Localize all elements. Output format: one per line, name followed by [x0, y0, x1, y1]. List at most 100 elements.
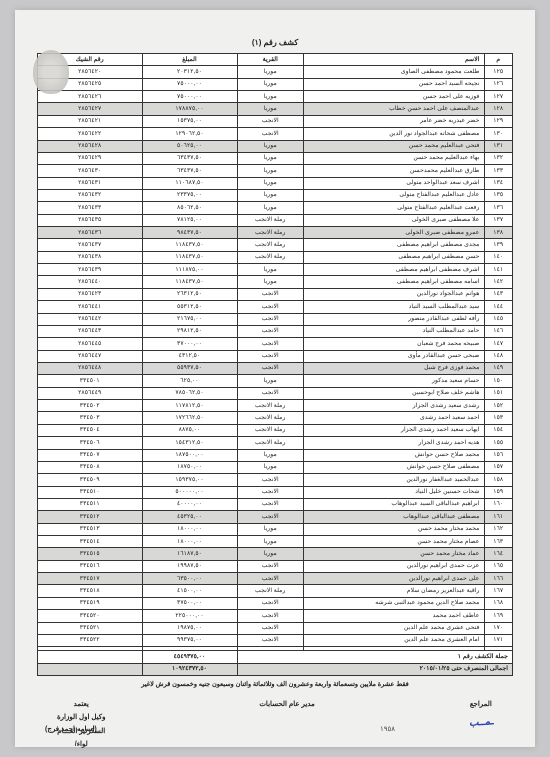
- table-row: ١٤٤سيد عبدالمطلب السيد النيادالانجب٥٥٣١٢…: [38, 301, 513, 313]
- cell-cheque: ٢٨٥٦٤٣٥: [38, 214, 143, 226]
- cell-cheque: ٣٣٤٥٠٨: [38, 461, 143, 473]
- cell-amount: ١٧٢٦٦٢,٥٠: [142, 412, 237, 424]
- cell-amount: ٧٨٥٠٦٢,٥٠: [142, 387, 237, 399]
- cell-name: محمد مختار محمد حسن: [304, 523, 485, 535]
- table-row: ١٢٧فوزيه على احمد حسنموريا٧٥٠٠٠,٠٠٢٨٥٦٤٢…: [38, 91, 513, 103]
- cell-village: الانجب: [237, 610, 304, 622]
- table-row: ١٢٦نجيحه السيد احمد حسنموريا٧٥٠٠٠,٠٠٢٨٥٦…: [38, 78, 513, 90]
- table-row: ١٥٤ايهاب سعيد احمد رشدى الجزاررملة الانج…: [38, 424, 513, 436]
- cell-amount: ٨٥٠٦٢,٥٠: [142, 202, 237, 214]
- cell-cheque: ٣٣٤٥٢٠: [38, 610, 143, 622]
- table-row: ١٦٨محمد صلاح الدين محمود عبدالنبى شرشهال…: [38, 597, 513, 609]
- cell-name: محمد صلاح الدين محمود عبدالنبى شرشه: [304, 597, 485, 609]
- cell-name: هديه احمد رشدى الجزار: [304, 437, 485, 449]
- cell-index: ١٣٤: [484, 177, 513, 189]
- table-row: ١٣٢بهاء عبدالعليم محمد حسنموريا٦٣٤٣٧,٥٠٢…: [38, 152, 513, 164]
- cell-name: عبدالحميد عبدالغفار نورالدين: [304, 474, 485, 486]
- table-row: ١٤٦حامد عبدالمطلب النيادالانجب٢٩٨١٢,٥٠٢٨…: [38, 325, 513, 337]
- cell-cheque: ٣٣٤٥١٩: [38, 597, 143, 609]
- cell-amount: ١٨٧٥٠٠,٠٠: [142, 449, 237, 461]
- total-blank: [38, 663, 143, 675]
- cell-name: اشرف سعد عبدالواحد متولى: [304, 177, 485, 189]
- cell-cheque: ٢٨٥٦٤٢٨: [38, 140, 143, 152]
- col-name: الاسم: [304, 54, 485, 66]
- cell-village: موريا: [237, 152, 304, 164]
- total-row: اجمالى المنصرف حتى ٢٠١٥/٠١/٢٥١٠٩٢٤٣٧٢,٥٠: [38, 663, 513, 675]
- cell-name: عصام مختار محمد حسن: [304, 536, 485, 548]
- cell-amount: ٧٥٠٠٠,٠٠: [142, 91, 237, 103]
- cell-cheque: ٢٨٥٦٤٣٩: [38, 264, 143, 276]
- cell-amount: ٢٠٣١٢,٥٠: [142, 66, 237, 78]
- table-row: ١٢٩خضر عيدريه خضر عامرالانجب١٥٣٧٥,٠٠٢٨٥٦…: [38, 115, 513, 127]
- cell-cheque: ٣٣٤٥٠٤: [38, 424, 143, 436]
- cell-index: ١٥٨: [484, 474, 513, 486]
- cell-cheque: ٣٣٤٥١٥: [38, 548, 143, 560]
- cell-village: الانجب: [237, 313, 304, 325]
- cell-name: ابراهيم عبدالباقى السيد عبدالوهاب: [304, 498, 485, 510]
- cell-amount: ٥٠٦٢٥,٠٠: [142, 140, 237, 152]
- cell-amount: ٩٩٣٧٥,٠٠: [142, 634, 237, 646]
- cell-index: ١٥٤: [484, 424, 513, 436]
- table-row: ١٦٢محمد مختار محمد حسنموريا١٨٠٠٠,٠٠٣٣٤٥١…: [38, 523, 513, 535]
- cell-village: موريا: [237, 264, 304, 276]
- cell-village: الانجب: [237, 498, 304, 510]
- cell-index: ١٣٩: [484, 239, 513, 251]
- total-blank: [38, 651, 143, 663]
- cell-cheque: ٣٣٤٥١٨: [38, 585, 143, 597]
- cell-index: ١٥٦: [484, 449, 513, 461]
- table-row: ١٤١اشرف مصطفى ابراهيم مصطفىموريا١١١٨٧٥,٠…: [38, 264, 513, 276]
- cell-cheque: ٣٣٤٥٠٩: [38, 474, 143, 486]
- cell-index: ١٤٣: [484, 288, 513, 300]
- cell-village: موريا: [237, 461, 304, 473]
- table-row: ١٣٣طارق عبدالعليم محمدحسنموريا٦٣٤٣٧,٥٠٢٨…: [38, 165, 513, 177]
- cell-cheque: ٣٣٤٥١٠: [38, 486, 143, 498]
- cell-name: علا مصطفى صبرى الخولى: [304, 214, 485, 226]
- cell-index: ١٣١: [484, 140, 513, 152]
- cell-index: ١٦٤: [484, 548, 513, 560]
- sig-accounts-director: مدير عام الحسابات: [259, 698, 314, 751]
- sig-approve: يعتمد: [57, 698, 106, 711]
- cell-index: ١٦٢: [484, 523, 513, 535]
- cell-village: موريا: [237, 78, 304, 90]
- cell-name: مصطفى شحاته عبدالجواد نور الدين: [304, 128, 485, 140]
- cell-amount: ٦٢٥,٠٠: [142, 375, 237, 387]
- cell-cheque: ٢٨٥٦٤٤٥: [38, 338, 143, 350]
- cell-name: عبدالمنصف على احمد حسن خطاب: [304, 103, 485, 115]
- cell-index: ١٤١: [484, 264, 513, 276]
- cell-name: هاشم خلف صلاح ابوحسين: [304, 387, 485, 399]
- cell-name: حسام سعيد مدكور: [304, 375, 485, 387]
- cell-cheque: ٢٨٥٦٤٣٠: [38, 165, 143, 177]
- cell-index: ١٥٣: [484, 412, 513, 424]
- signature-block: المراجع ـمـ‌ـب مدير عام الحسابات يعتمد و…: [37, 698, 513, 751]
- cell-cheque: ٢٨٥٦٤٤٠: [38, 276, 143, 288]
- cell-name: صبحى حسن عبدالقادر مأوى: [304, 350, 485, 362]
- table-row: ١٦٩عاطف احمد محمدالانجب٢٢٥٠٠٠,٠٠٣٣٤٥٢٠: [38, 610, 513, 622]
- cell-name: خضر عيدريه خضر عامر: [304, 115, 485, 127]
- cell-amount: ٣٧٠٠٠,٠٠: [142, 338, 237, 350]
- cell-index: ١٣٠: [484, 128, 513, 140]
- cell-index: ١٢٩: [484, 115, 513, 127]
- table-row: ١٤٢اسامه مصطفى ابراهيم مصطفىموريا١١٨٤٣٧,…: [38, 276, 513, 288]
- cell-village: الانجب: [237, 301, 304, 313]
- cell-village: رملة الانجب: [237, 251, 304, 263]
- total-amount: ١٠٩٢٤٣٧٢,٥٠: [142, 663, 237, 675]
- cell-amount: ٩٨٤٣٧,٥٠: [142, 227, 237, 239]
- cell-name: فتحى عبدالعليم محمد حسن: [304, 140, 485, 152]
- cell-name: محمد صلاح حسن حوانش: [304, 449, 485, 461]
- signatory-name: (اسامه احمد فرج): [45, 725, 97, 733]
- cell-index: ١٧٠: [484, 622, 513, 634]
- cell-name: اشرف مصطفى ابراهيم مصطفى: [304, 264, 485, 276]
- cell-cheque: ٣٣٤٥١٧: [38, 573, 143, 585]
- cell-cheque: ٣٣٤٥١١: [38, 498, 143, 510]
- cell-name: مصطفى عبدالباقى عبدالوهاب: [304, 511, 485, 523]
- cell-index: ١٥٧: [484, 461, 513, 473]
- cell-village: موريا: [237, 536, 304, 548]
- table-row: ١٣٠مصطفى شحاته عبدالجواد نور الدينالانجب…: [38, 128, 513, 140]
- table-row: ١٥٣احمد سعيد احمد رشدىرملة الانجب١٧٢٦٦٢,…: [38, 412, 513, 424]
- cell-cheque: ٣٣٤٥١٣: [38, 523, 143, 535]
- cell-index: ١٣٨: [484, 227, 513, 239]
- table-row: ١٣٥عادل عبدالعليم عبدالفتاح متولىموريا٢٣…: [38, 189, 513, 201]
- cell-village: موريا: [237, 177, 304, 189]
- table-row: ١٧٠فتحى عشرى محمد علم الدينالانجب١٩٨٧٥,٠…: [38, 622, 513, 634]
- table-row: ١٤٠حسن مصطفى ابراهيم مصطفىرملة الانجب١١٨…: [38, 251, 513, 263]
